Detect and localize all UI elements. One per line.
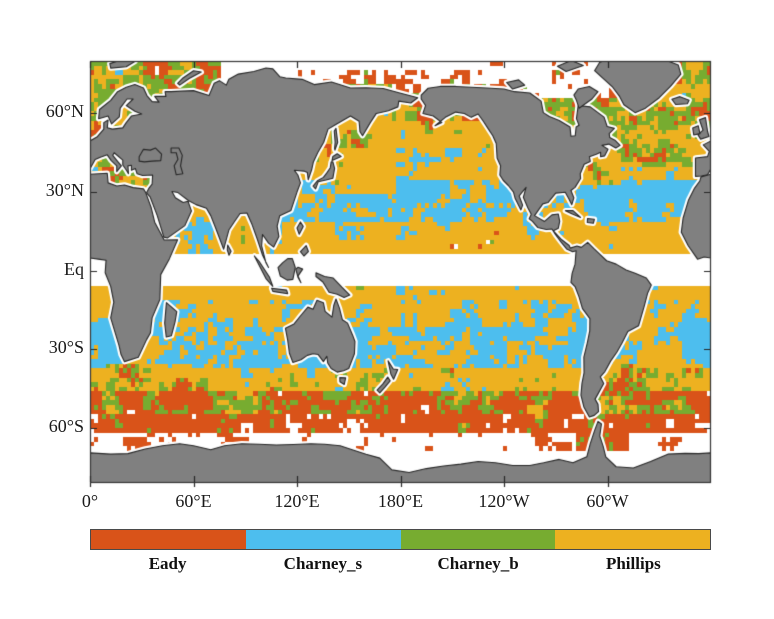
colorbar-label-charney-b: Charney_b bbox=[437, 554, 519, 573]
y-tick-label: Eq bbox=[64, 258, 84, 279]
colorbar-segment-eady bbox=[91, 530, 246, 549]
x-tick-label: 60°E bbox=[175, 491, 212, 511]
y-tick-label: 60°N bbox=[45, 101, 84, 122]
colorbar-segment-phillips bbox=[555, 530, 710, 549]
y-tick-label: 60°S bbox=[48, 415, 84, 436]
colorbar bbox=[90, 529, 711, 550]
colorbar-segment-charney-b bbox=[400, 530, 556, 549]
x-tick-label: 180°E bbox=[377, 491, 424, 511]
colorbar-label-phillips: Phillips bbox=[605, 554, 661, 573]
y-tick-label: 30°N bbox=[45, 180, 84, 201]
x-tick-label: 120°E bbox=[274, 491, 320, 511]
x-tick-label: 120°W bbox=[478, 491, 530, 511]
colorbar-segment-charney-s bbox=[245, 530, 401, 549]
y-tick-label: 30°S bbox=[48, 337, 84, 358]
x-tick-label: 60°W bbox=[586, 491, 629, 511]
colorbar-label-eady: Eady bbox=[148, 554, 187, 573]
colorbar-labels: Eady Charney_s Charney_b Phillips bbox=[90, 554, 711, 574]
x-tick-label: 0° bbox=[81, 491, 99, 511]
colorbar-label-charney-s: Charney_s bbox=[283, 554, 363, 573]
